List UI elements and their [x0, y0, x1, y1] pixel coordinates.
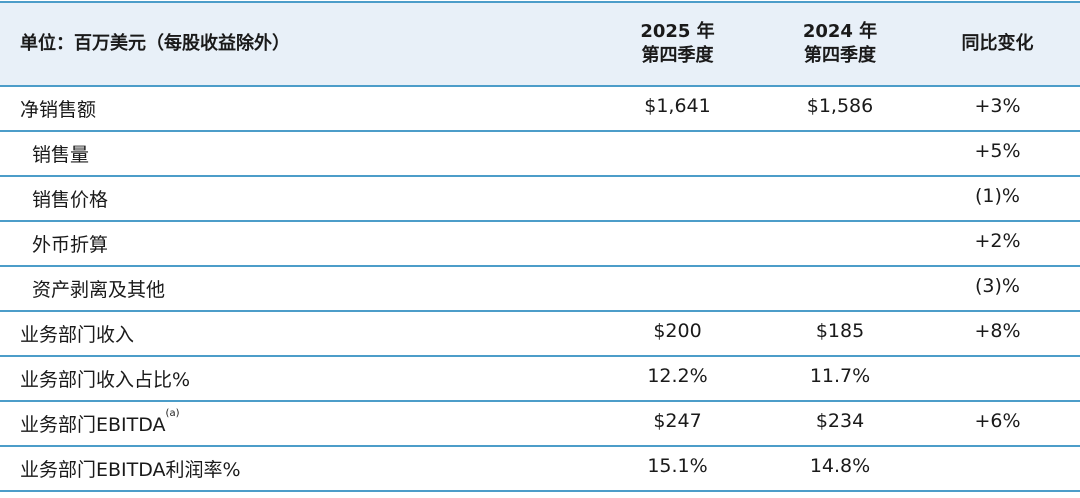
row-label: 销售价格	[0, 176, 590, 222]
value-2025: $247	[590, 401, 765, 447]
value-2024: $234	[765, 401, 915, 447]
value-2025: $1,641	[590, 86, 765, 132]
unit-header: 单位：百万美元（每股收益除外）	[0, 1, 590, 87]
footnote-marker: (a)	[165, 408, 180, 419]
value-2025	[590, 131, 765, 177]
value-2025	[590, 176, 765, 222]
value-2024	[765, 266, 915, 312]
yoy-change: (3)%	[915, 266, 1080, 312]
row-label: 业务部门EBITDA(a)	[0, 401, 590, 447]
row-label: 净销售额	[0, 86, 590, 132]
value-2024: 11.7%	[765, 356, 915, 402]
header-row: 单位：百万美元（每股收益除外） 2025 年第四季度 2024 年第四季度 同比…	[0, 1, 1080, 87]
col-2025-header: 2025 年第四季度	[590, 1, 765, 87]
value-2025	[590, 221, 765, 267]
value-2024	[765, 221, 915, 267]
row-label: 外币折算	[0, 221, 590, 267]
table-row: 业务部门EBITDA利润率% 15.1% 14.8%	[0, 446, 1080, 492]
table-row: 业务部门EBITDA(a) $247 $234 +6%	[0, 401, 1080, 447]
row-label: 业务部门收入占比%	[0, 356, 590, 402]
value-2025: $200	[590, 311, 765, 357]
table-row: 业务部门收入占比% 12.2% 11.7%	[0, 356, 1080, 402]
row-label: 资产剥离及其他	[0, 266, 590, 312]
table-row: 销售价格 (1)%	[0, 176, 1080, 222]
yoy-change: (1)%	[915, 176, 1080, 222]
table-row: 资产剥离及其他 (3)%	[0, 266, 1080, 312]
value-2024: $185	[765, 311, 915, 357]
yoy-change: +5%	[915, 131, 1080, 177]
row-label: 业务部门EBITDA利润率%	[0, 446, 590, 492]
yoy-change: +8%	[915, 311, 1080, 357]
value-2024	[765, 131, 915, 177]
table-row: 销售量 +5%	[0, 131, 1080, 177]
yoy-change	[915, 356, 1080, 402]
yoy-change: +6%	[915, 401, 1080, 447]
row-label: 销售量	[0, 131, 590, 177]
value-2024: 14.8%	[765, 446, 915, 492]
row-label: 业务部门收入	[0, 311, 590, 357]
value-2025: 12.2%	[590, 356, 765, 402]
value-2025	[590, 266, 765, 312]
col-change-header: 同比变化	[915, 1, 1080, 87]
value-2024: $1,586	[765, 86, 915, 132]
value-2024	[765, 176, 915, 222]
yoy-change: +2%	[915, 221, 1080, 267]
table-row: 业务部门收入 $200 $185 +8%	[0, 311, 1080, 357]
yoy-change: +3%	[915, 86, 1080, 132]
yoy-change	[915, 446, 1080, 492]
value-2025: 15.1%	[590, 446, 765, 492]
table-row: 净销售额 $1,641 $1,586 +3%	[0, 86, 1080, 132]
table-row: 外币折算 +2%	[0, 221, 1080, 267]
col-2024-header: 2024 年第四季度	[765, 1, 915, 87]
